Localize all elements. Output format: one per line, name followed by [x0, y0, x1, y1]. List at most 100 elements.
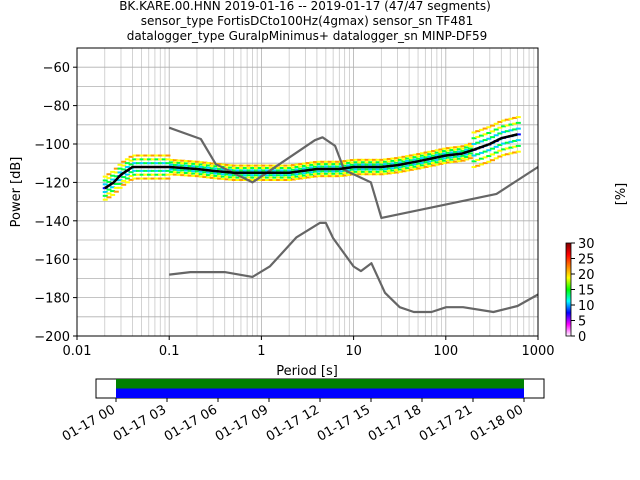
density-mark	[194, 175, 200, 178]
density-mark	[379, 161, 385, 164]
density-mark	[438, 158, 444, 161]
density-mark	[375, 168, 381, 171]
density-mark	[320, 170, 326, 173]
density-mark	[419, 164, 425, 167]
density-mark	[161, 177, 167, 180]
density-mark	[515, 139, 521, 142]
density-mark	[276, 176, 282, 179]
density-mark	[456, 148, 462, 151]
colorbar-label: [%]	[614, 183, 629, 206]
line-noise-model-high	[168, 126, 539, 219]
density-mark	[464, 153, 470, 156]
density-mark	[135, 162, 141, 165]
density-mark	[106, 173, 112, 176]
density-mark	[261, 164, 267, 167]
density-mark	[283, 179, 289, 181]
density-mark	[383, 160, 389, 163]
density-mark	[279, 174, 285, 177]
density-mark	[467, 157, 473, 160]
density-mark	[445, 161, 451, 164]
density-mark	[135, 173, 141, 176]
density-mark	[346, 159, 352, 162]
density-mark	[154, 177, 160, 180]
density-mark	[445, 159, 451, 162]
density-mark	[176, 171, 182, 174]
density-mark	[371, 168, 377, 171]
line-noise-model-low	[169, 221, 539, 314]
density-mark	[150, 158, 156, 161]
density-mark	[453, 148, 459, 151]
density-mark	[353, 161, 359, 164]
density-mark	[394, 157, 400, 160]
density-mark	[183, 169, 189, 172]
density-mark	[364, 173, 370, 176]
density-mark	[405, 167, 411, 170]
density-mark	[110, 178, 116, 181]
density-mark	[172, 171, 178, 174]
density-mark	[475, 158, 481, 161]
density-mark	[430, 162, 436, 165]
density-mark	[102, 179, 108, 182]
density-mark	[338, 170, 344, 173]
density-mark	[427, 165, 433, 168]
density-mark	[235, 179, 241, 181]
density-mark	[512, 139, 518, 142]
density-mark	[113, 190, 119, 193]
line-mode	[104, 133, 518, 190]
density-mark	[478, 134, 484, 137]
density-mark	[353, 158, 359, 161]
density-mark	[434, 158, 440, 161]
density-mark	[489, 153, 495, 156]
density-mark	[324, 170, 330, 173]
density-mark	[508, 146, 514, 149]
density-mark	[405, 159, 411, 162]
density-mark	[515, 127, 521, 130]
density-mark	[202, 176, 208, 179]
density-mark	[375, 170, 381, 173]
density-mark	[331, 165, 337, 168]
density-mark	[176, 159, 182, 162]
density-mark	[161, 162, 167, 165]
density-mark	[106, 192, 112, 195]
density-mark	[217, 163, 223, 166]
density-mark	[401, 155, 407, 158]
density-mark	[349, 159, 355, 162]
density-mark	[176, 164, 182, 167]
density-mark	[316, 165, 322, 168]
grid	[76, 47, 538, 337]
density-mark	[394, 161, 400, 164]
density-mark	[253, 174, 259, 177]
density-mark	[486, 149, 492, 152]
y-tick-label: −80	[43, 100, 70, 115]
density-mark	[324, 172, 330, 175]
density-mark	[165, 169, 171, 172]
density-mark	[497, 126, 503, 129]
density-mark	[412, 163, 418, 166]
density-mark	[434, 151, 440, 154]
density-mark	[360, 158, 366, 161]
density-mark	[405, 169, 411, 172]
density-mark	[438, 153, 444, 156]
density-mark	[453, 151, 459, 154]
density-mark	[401, 158, 407, 161]
density-mark	[515, 150, 521, 153]
density-mark	[150, 162, 156, 165]
density-mark	[471, 137, 477, 140]
x-tick-label: 10	[345, 344, 362, 359]
density-mark	[231, 167, 237, 169]
density-mark	[290, 164, 296, 167]
density-mark	[331, 163, 337, 166]
density-mark	[290, 178, 296, 181]
density-mark	[390, 167, 396, 170]
y-tick-label: −100	[34, 138, 70, 153]
density-mark	[220, 175, 226, 178]
density-mark	[169, 173, 175, 176]
density-mark	[246, 169, 252, 172]
colorbar-tick-label: 10	[578, 299, 595, 314]
density-mark	[228, 166, 234, 169]
density-mark	[113, 171, 119, 174]
density-mark	[419, 154, 425, 157]
density-mark	[316, 175, 322, 178]
density-mark	[342, 164, 348, 167]
density-mark	[412, 153, 418, 156]
